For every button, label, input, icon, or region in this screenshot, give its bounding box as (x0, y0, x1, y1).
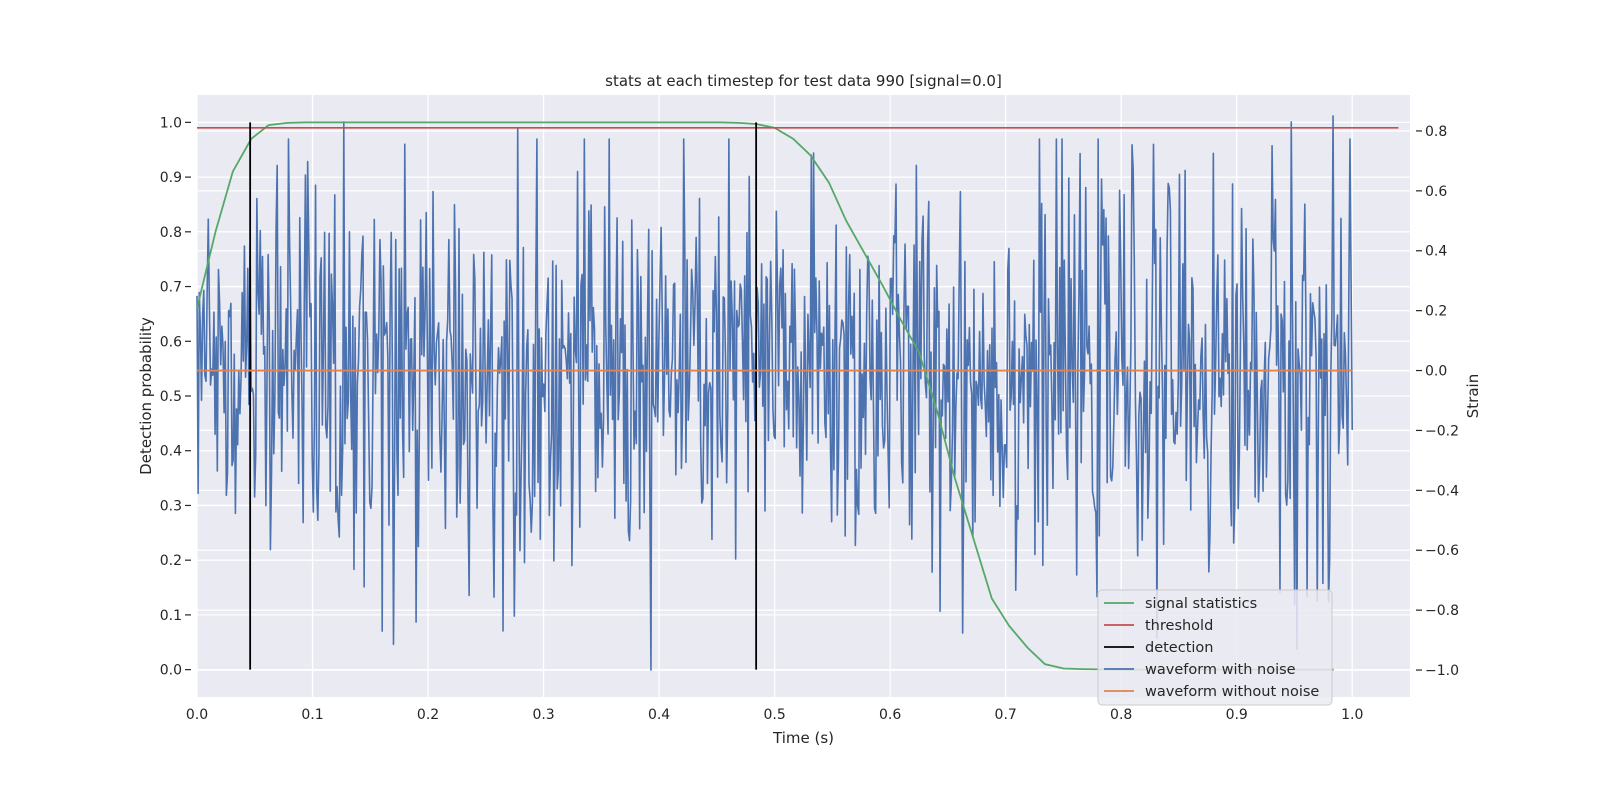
series-layer (196, 115, 1399, 671)
x-tick-label: 0.3 (532, 707, 554, 723)
x-tick-label: 0.6 (879, 707, 901, 723)
legend-label: detection (1145, 640, 1213, 656)
x-tick-label: 0.7 (995, 707, 1017, 723)
y-right-tick-label: 0.0 (1425, 364, 1447, 380)
y-right-tick-label: −0.8 (1425, 603, 1459, 619)
y-right-axis-title: Strain (1464, 374, 1482, 418)
y-right-tick-label: −1.0 (1425, 663, 1459, 679)
y-left-axis-title: Detection probability (137, 317, 155, 475)
y-left-tick-label: 0.0 (160, 663, 182, 679)
legend-box (1097, 589, 1333, 706)
x-tick-label: 0.5 (763, 707, 785, 723)
y-left-tick-label: 0.2 (160, 553, 182, 569)
legend-label: waveform without noise (1145, 684, 1319, 700)
y-right-tick-label: 0.2 (1425, 304, 1447, 320)
x-tick-label: 0.8 (1110, 707, 1132, 723)
x-tick-label: 0.1 (301, 707, 323, 723)
y-left-tick-label: 0.5 (160, 389, 182, 405)
x-axis-title: Time (s) (772, 729, 834, 747)
y-right-tick-label: −0.4 (1425, 483, 1459, 499)
y-right-tick-label: −0.2 (1425, 423, 1459, 439)
series-line-waveform-with-noise (196, 115, 1354, 671)
y-left-tick-label: 0.9 (160, 170, 182, 186)
series-line-signal-statistics (196, 121, 1334, 671)
y-right-tick-label: 0.8 (1425, 124, 1447, 140)
x-tick-label: 0.4 (648, 707, 670, 723)
y-left-tick-label: 0.4 (160, 444, 182, 460)
y-left-tick-label: 0.3 (160, 498, 182, 514)
y-right-tick-label: 0.6 (1425, 184, 1447, 200)
chart-title: stats at each timestep for test data 990… (605, 72, 1002, 90)
x-tick-label: 0.9 (1226, 707, 1248, 723)
y-right-tick-label: −0.6 (1425, 543, 1459, 559)
x-tick-label: 1.0 (1341, 707, 1363, 723)
axes-layer: 0.0 0.1 0.2 0.3 0.4 0.5 0.6 0.7 0.8 0.9 1.0 0.0 0.1 0… (160, 115, 1459, 723)
x-tick-label: 0.2 (417, 707, 439, 723)
y-left-tick-label: 0.7 (160, 280, 182, 296)
legend-label: threshold (1145, 618, 1213, 634)
y-left-tick-label: 0.8 (160, 225, 182, 241)
legend-label: signal statistics (1145, 596, 1257, 612)
y-left-tick-label: 1.0 (160, 115, 182, 131)
legend: signal statistics threshold detection wavef… (1097, 589, 1333, 706)
y-left-tick-label: 0.6 (160, 334, 182, 350)
y-left-tick-label: 0.1 (160, 608, 182, 624)
x-tick-label: 0.0 (186, 707, 208, 723)
legend-label: waveform with noise (1145, 662, 1296, 678)
y-right-tick-label: 0.4 (1425, 244, 1447, 260)
